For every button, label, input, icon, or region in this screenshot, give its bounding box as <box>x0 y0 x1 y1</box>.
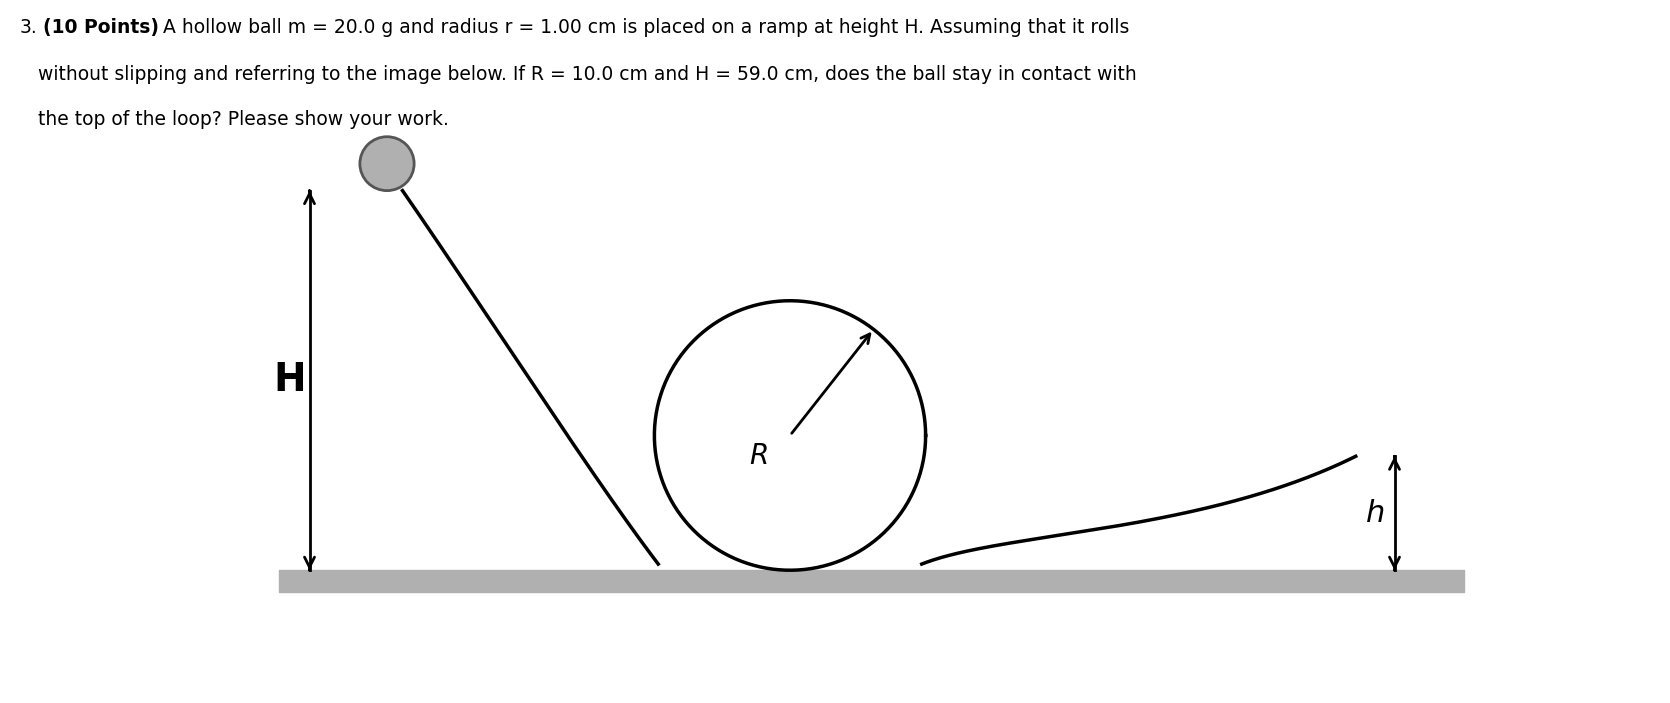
Text: h: h <box>1366 498 1384 528</box>
Text: the top of the loop? Please show your work.: the top of the loop? Please show your wo… <box>20 110 449 129</box>
Text: (10 Points): (10 Points) <box>43 18 159 37</box>
Text: R: R <box>750 442 768 470</box>
Circle shape <box>359 136 414 191</box>
Text: A hollow ball m = 20.0 g and radius r = 1.00 cm is placed on a ramp at height H.: A hollow ball m = 20.0 g and radius r = … <box>157 18 1129 37</box>
Text: without slipping and referring to the image below. If R = 10.0 cm and H = 59.0 c: without slipping and referring to the im… <box>20 65 1137 84</box>
Text: H: H <box>274 361 306 399</box>
Text: 3.: 3. <box>20 18 38 37</box>
